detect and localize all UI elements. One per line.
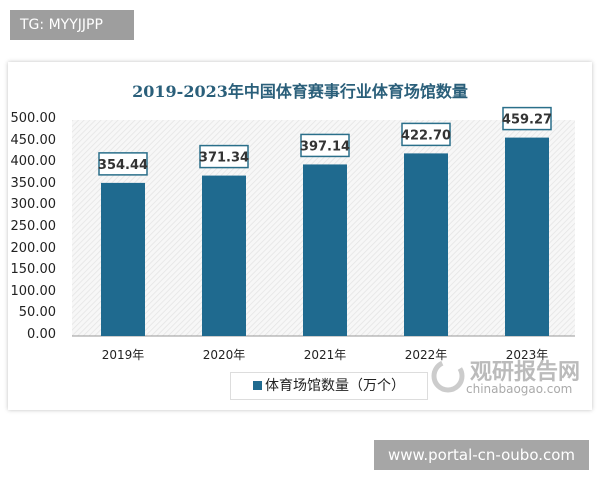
bar-2022年: [404, 153, 448, 336]
legend-label: 体育场馆数量（万个）: [265, 378, 405, 394]
bar-2020年: [202, 175, 246, 336]
data-label: 459.27: [502, 113, 552, 128]
data-label: 397.14: [300, 139, 350, 154]
y-tick-label: 300.00: [10, 197, 57, 213]
watermark-name: 观研报告网: [470, 360, 581, 385]
watermark-logo-icon: [431, 359, 465, 393]
data-label-box: [98, 152, 148, 176]
y-tick-label: 250.00: [10, 219, 57, 234]
y-tick-label: 500.00: [10, 111, 57, 126]
chart-title: 2019-2023年中国体育赛事行业体育场馆数量: [132, 82, 468, 101]
data-label: 422.70: [401, 128, 451, 143]
y-tick-label: 0.00: [27, 327, 56, 342]
bar-2023年: [505, 137, 549, 336]
data-label-box: [401, 122, 451, 147]
x-tick-label: 2022年: [404, 348, 448, 362]
data-label: 354.44: [98, 158, 148, 173]
watermark-url: chinabaogao.com: [466, 382, 573, 396]
y-tick-label: 150.00: [10, 262, 57, 278]
tg-label: TG: MYYJJPP: [10, 10, 134, 40]
x-tick-label: 2023年: [505, 348, 549, 362]
y-tick-label: 350.00: [10, 175, 57, 191]
legend-swatch: [253, 381, 262, 390]
data-label-box: [502, 106, 552, 131]
y-tick-label: 50.00: [18, 305, 56, 321]
data-label-box: [300, 133, 350, 158]
y-tick-label: 100.00: [10, 283, 57, 299]
x-tick-label: 2020年: [202, 348, 246, 362]
y-tick-label: 400.00: [10, 154, 57, 170]
site-banner: www.portal-cn-oubo.com: [374, 440, 589, 470]
y-tick-label: 200.00: [10, 240, 57, 256]
data-label: 371.34: [199, 151, 249, 166]
y-tick-label: 450.00: [10, 132, 57, 148]
x-tick-label: 2021年: [303, 348, 347, 362]
bar-2021年: [303, 164, 347, 336]
legend: 体育场馆数量（万个）: [230, 372, 428, 400]
x-tick-label: 2019年: [101, 348, 145, 362]
bar-2019年: [101, 182, 145, 336]
data-label-box: [199, 144, 249, 169]
